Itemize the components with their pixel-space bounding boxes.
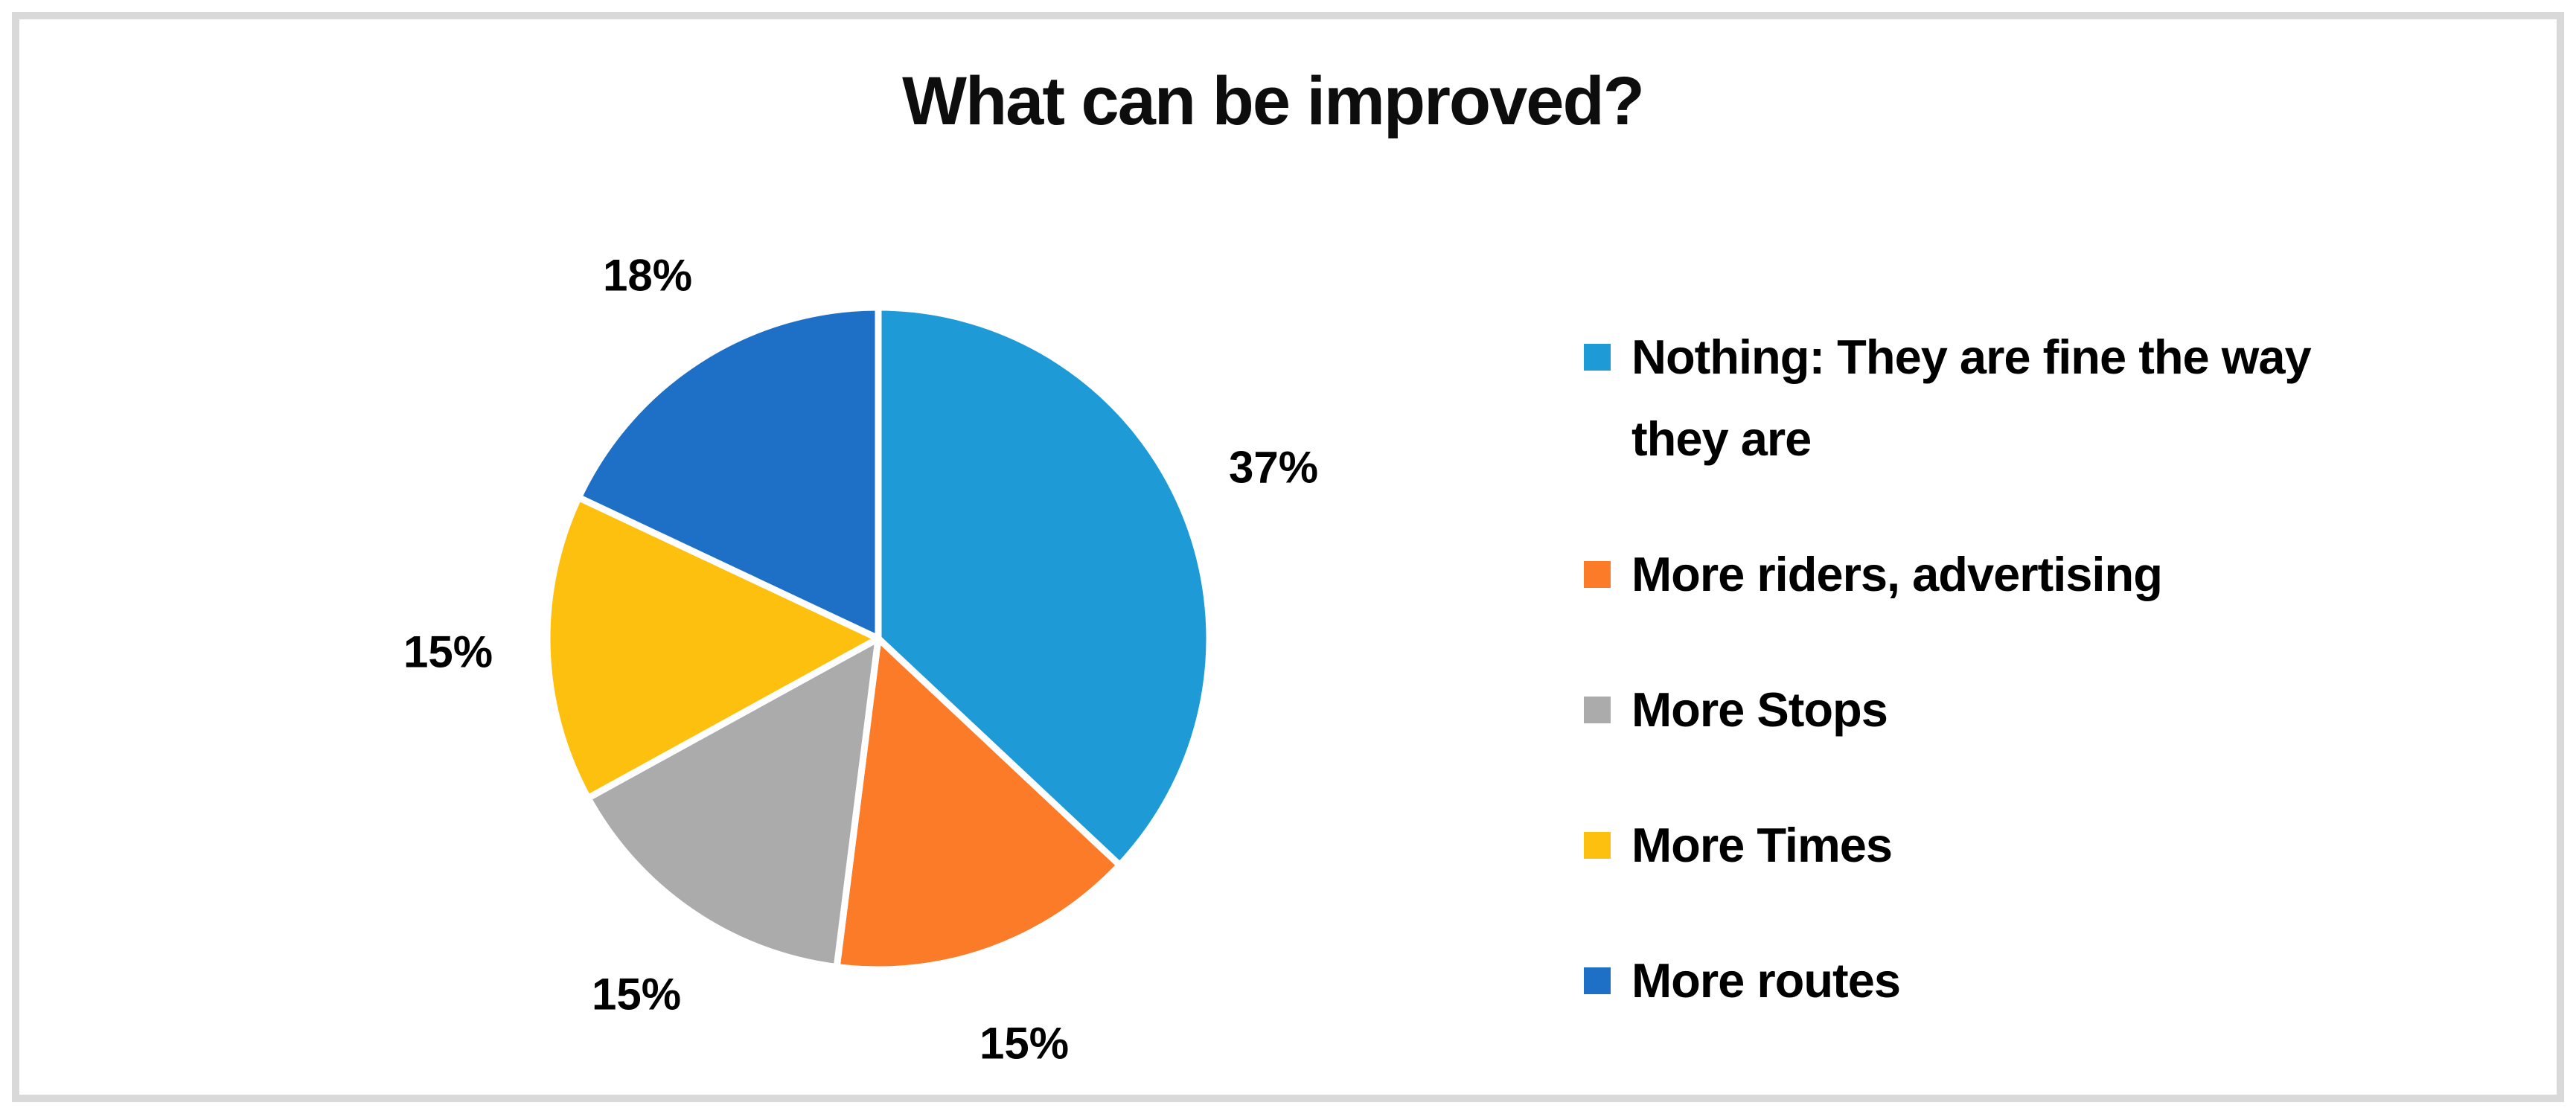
legend: Nothing: They are fine the way they are M… xyxy=(1584,316,2507,1075)
data-label-0: 37% xyxy=(1229,443,1318,493)
legend-marker-icon xyxy=(1584,697,1611,723)
legend-marker-icon xyxy=(1584,344,1611,371)
data-label-3: 15% xyxy=(403,627,493,677)
legend-label: More Stops xyxy=(1631,682,1888,737)
legend-item-3: More Times xyxy=(1584,804,2507,886)
chart-title: What can be improved? xyxy=(902,63,1645,139)
pie-slice-0 xyxy=(875,304,1213,869)
chart-border-frame xyxy=(12,12,2564,1102)
legend-label: More riders, advertising xyxy=(1631,547,2163,601)
legend-marker-icon xyxy=(1584,561,1611,588)
legend-label: More routes xyxy=(1631,953,1901,1008)
legend-marker-icon xyxy=(1584,967,1611,994)
legend-label: Nothing: They are fine the way they are xyxy=(1631,330,2312,466)
pie-slice-4 xyxy=(575,304,882,642)
legend-item-4: More routes xyxy=(1584,940,2507,1022)
legend-item-2: More Stops xyxy=(1584,669,2507,751)
data-label-4: 18% xyxy=(603,251,692,301)
pie-slice-3 xyxy=(543,494,882,801)
legend-item-0: Nothing: They are fine the way they are xyxy=(1584,316,2507,480)
pie-slice-1 xyxy=(833,635,1123,973)
data-label-2: 15% xyxy=(592,970,681,1019)
legend-marker-icon xyxy=(1584,832,1611,859)
pie-slice-2 xyxy=(584,635,882,970)
legend-item-1: More riders, advertising xyxy=(1584,534,2507,615)
legend-label: More Times xyxy=(1631,818,1893,872)
data-label-1: 15% xyxy=(979,1019,1069,1069)
